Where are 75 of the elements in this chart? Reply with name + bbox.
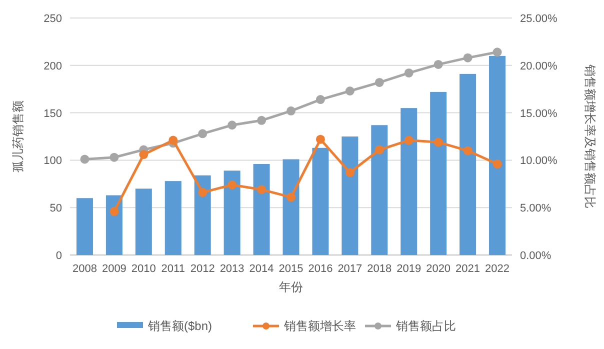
point: [345, 168, 354, 178]
bar: [312, 148, 329, 255]
bar: [489, 56, 506, 255]
point: [228, 180, 237, 190]
x-tick-label: 2018: [367, 263, 392, 275]
x-tick-label: 2019: [396, 263, 422, 275]
bar: [135, 188, 152, 255]
y-axis-title: 孤儿药销售额: [11, 100, 25, 172]
y-tick-label: 50: [50, 202, 62, 215]
bar: [430, 92, 447, 255]
point: [139, 150, 148, 160]
y-tick-label: 100: [44, 155, 62, 168]
point: [257, 116, 266, 125]
point: [198, 129, 208, 138]
bar: [282, 159, 300, 255]
bar: [400, 108, 418, 255]
x-tick-label: 2013: [220, 263, 244, 275]
x-tick-label: 2022: [485, 263, 510, 275]
x-tick-label: 2021: [456, 263, 480, 275]
x-tick-label: 2011: [161, 263, 185, 275]
x-tick-label: 2010: [131, 263, 156, 275]
point: [110, 152, 119, 162]
y-tick-label: 250: [44, 13, 62, 25]
y2-axis-title: 销售额增长率及销售额占比: [583, 64, 597, 208]
bar: [460, 74, 476, 255]
bar: [194, 175, 211, 255]
point: [434, 138, 443, 147]
point: [492, 48, 502, 57]
bar: [106, 195, 122, 255]
point: [374, 78, 384, 87]
point: [228, 120, 237, 130]
y-tick-label: 150: [44, 108, 62, 120]
x-tick-label: 2015: [278, 263, 304, 275]
x-tick-label: 2012: [190, 263, 215, 275]
point: [463, 53, 472, 62]
y-tick-label: 200: [44, 60, 62, 72]
point: [257, 185, 266, 194]
point: [110, 206, 119, 216]
x-tick-label: 2016: [308, 263, 333, 275]
point: [404, 68, 414, 78]
bar: [253, 164, 270, 255]
y2-tick-label: 20.00%: [520, 60, 558, 72]
bar: [164, 181, 182, 255]
point: [374, 145, 384, 154]
legend-label: 销售额占比: [395, 319, 456, 333]
bar: [342, 136, 358, 255]
bar: [76, 198, 93, 255]
y-tick-label: 0: [56, 250, 62, 262]
bar: [371, 125, 388, 255]
point: [286, 106, 296, 116]
point: [316, 95, 325, 104]
point: [434, 60, 443, 69]
point: [286, 192, 296, 202]
x-tick-label: 2008: [72, 263, 97, 275]
legend-label: 销售额增长率: [283, 319, 356, 333]
point: [404, 136, 414, 145]
x-tick-label: 2020: [426, 263, 451, 275]
legend-label: 销售额($bn): [147, 319, 212, 333]
y2-tick-label: 5.00%: [520, 202, 552, 215]
x-axis-title: 年份: [279, 280, 303, 294]
y2-tick-label: 15.00%: [520, 108, 558, 120]
point: [345, 86, 354, 96]
y2-tick-label: 0.00%: [520, 250, 552, 262]
y2-tick-label: 25.00%: [520, 13, 558, 25]
point: [168, 136, 178, 145]
point: [316, 134, 325, 144]
point: [80, 154, 90, 164]
x-tick-label: 2014: [249, 263, 274, 275]
x-tick-label: 2017: [338, 263, 362, 275]
y2-tick-label: 10.00%: [520, 155, 558, 168]
point: [198, 188, 208, 197]
point: [463, 146, 472, 156]
point: [492, 159, 502, 168]
x-tick-label: 2009: [102, 263, 126, 275]
bar: [224, 170, 240, 255]
